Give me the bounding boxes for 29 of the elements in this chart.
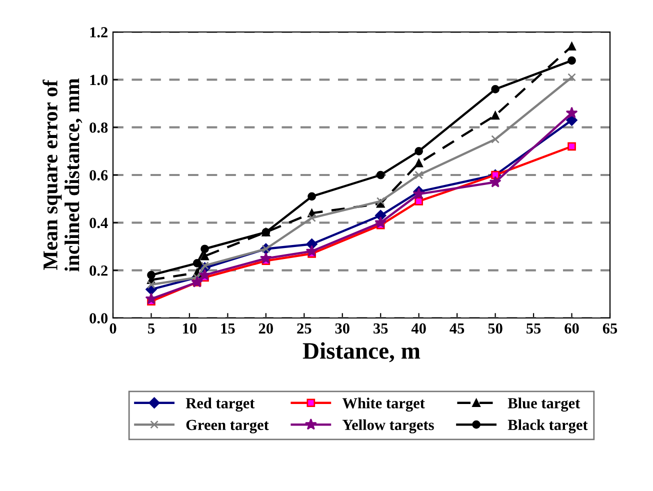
- legend-label: White target: [342, 398, 425, 412]
- y-axis-title: Mean square error of inclined distance, mm: [42, 78, 82, 272]
- legend-label: Yellow targets: [342, 419, 434, 434]
- legend-label: Blue target: [508, 398, 580, 412]
- legend-label: Black target: [508, 419, 588, 434]
- x-tick-label: 5: [148, 323, 154, 334]
- x-tick-label: 35: [374, 323, 388, 334]
- x-tick-label: 45: [450, 323, 464, 334]
- x-tick-label: 40: [411, 323, 426, 334]
- x-tick-label: 20: [258, 323, 273, 334]
- x-tick-label: 50: [488, 323, 502, 334]
- x-tick-label: 65: [602, 323, 618, 334]
- y-tick-label: 0.6: [90, 170, 108, 181]
- legend-label: Red target: [186, 398, 255, 412]
- y-tick-label: 0.0: [90, 313, 108, 324]
- x-tick-label: 30: [335, 323, 350, 334]
- legend-label: Green target: [186, 420, 269, 434]
- y-tick-label: 0.4: [90, 218, 108, 228]
- x-tick-label: 60: [564, 323, 579, 334]
- x-axis-title: Distance, m: [302, 342, 420, 362]
- y-tick-label: 0.8: [90, 122, 108, 133]
- x-tick-label: 55: [526, 323, 541, 334]
- x-tick-label: 15: [221, 323, 235, 334]
- x-tick-label: 10: [183, 323, 197, 334]
- y-tick-label: 0.2: [90, 265, 108, 276]
- y-tick-label: 1.2: [90, 27, 108, 38]
- y-tick-label: 1.0: [90, 74, 108, 86]
- x-tick-label: 25: [297, 323, 312, 334]
- x-tick-label: 0: [110, 323, 116, 334]
